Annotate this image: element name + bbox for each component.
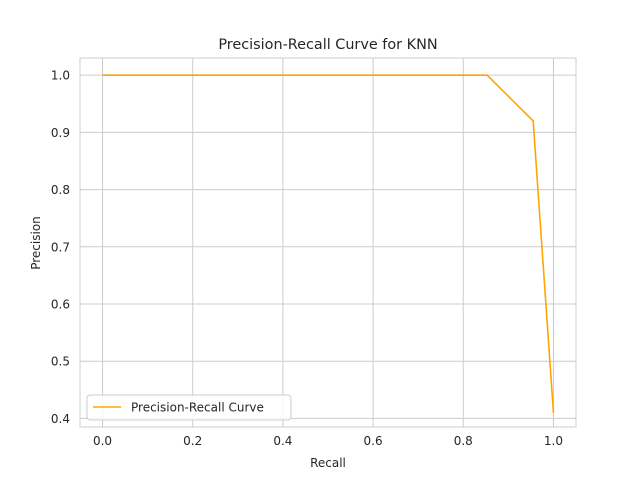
x-tick-label: 0.8 bbox=[454, 434, 473, 448]
y-tick-labels: 0.4 0.5 0.6 0.7 0.8 0.9 1.0 bbox=[51, 69, 70, 426]
series-line-precision-recall bbox=[102, 74, 555, 413]
legend: Precision-Recall Curve bbox=[86, 394, 292, 421]
legend-box bbox=[86, 394, 292, 421]
x-tick-label: 0.2 bbox=[183, 434, 202, 448]
x-axis-label: Recall bbox=[310, 456, 346, 470]
y-tick-label: 0.7 bbox=[51, 240, 70, 254]
x-tick-label: 0.0 bbox=[93, 434, 112, 448]
x-tick-label: 0.6 bbox=[364, 434, 383, 448]
series-layer bbox=[102, 74, 555, 413]
data-point bbox=[486, 74, 488, 76]
chart-title: Precision-Recall Curve for KNN bbox=[218, 37, 437, 53]
y-tick-label: 0.8 bbox=[51, 183, 70, 197]
data-point bbox=[532, 120, 534, 122]
x-tick-label: 1.0 bbox=[544, 434, 563, 448]
legend-label: Precision-Recall Curve bbox=[131, 401, 264, 415]
plot-frame bbox=[79, 57, 577, 428]
grid bbox=[80, 58, 576, 427]
y-tick-label: 0.4 bbox=[51, 412, 70, 426]
data-point bbox=[102, 74, 104, 76]
x-tick-label: 0.4 bbox=[273, 434, 292, 448]
y-tick-label: 1.0 bbox=[51, 69, 70, 83]
y-axis-label: Precision bbox=[29, 216, 43, 270]
y-tick-label: 0.9 bbox=[51, 126, 70, 140]
x-tick-labels: 0.0 0.2 0.4 0.6 0.8 1.0 bbox=[93, 434, 563, 448]
y-tick-label: 0.6 bbox=[51, 298, 70, 312]
data-point bbox=[553, 412, 555, 414]
y-tick-label: 0.5 bbox=[51, 355, 70, 369]
